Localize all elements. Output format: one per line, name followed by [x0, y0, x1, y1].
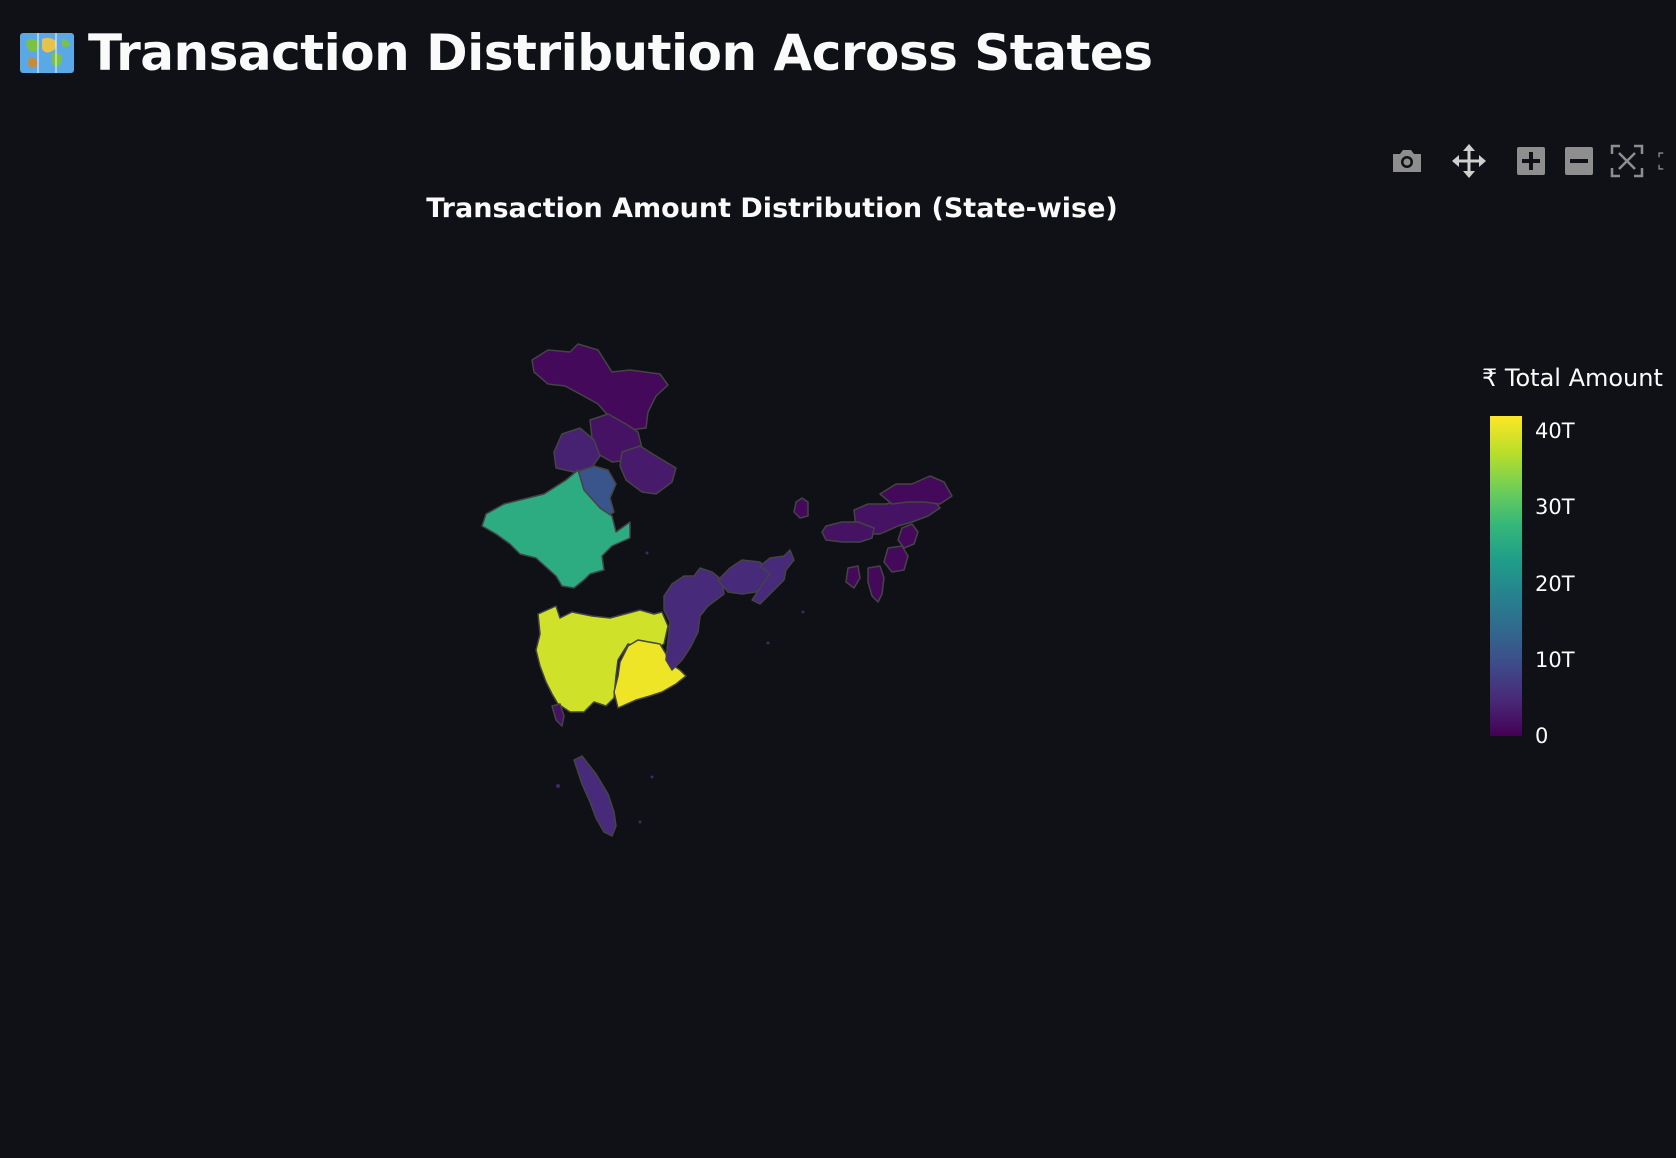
state-west-bengal[interactable]	[751, 549, 795, 605]
download-png-button[interactable]	[1390, 144, 1424, 178]
zoom-out-button[interactable]	[1562, 144, 1596, 178]
map-dot	[638, 820, 642, 824]
chart-title: Transaction Amount Distribution (State-w…	[426, 193, 1118, 224]
autoscale-icon	[1610, 144, 1644, 178]
zoom-in-button[interactable]	[1514, 144, 1548, 178]
state-tripura[interactable]	[845, 565, 861, 589]
state-mizoram[interactable]	[867, 565, 885, 603]
colorbar-tick-label: 0	[1535, 724, 1549, 748]
state-rajasthan[interactable]	[481, 469, 631, 589]
pan-button[interactable]	[1452, 144, 1486, 178]
colorbar-tick-label: 10T	[1535, 647, 1575, 672]
state-nagaland[interactable]	[897, 523, 919, 549]
colorbar	[1490, 416, 1522, 736]
map-dot	[645, 551, 649, 555]
colorbar-tick-label: 30T	[1535, 495, 1575, 520]
map-dot	[801, 610, 805, 614]
state-uttarakhand[interactable]	[619, 445, 677, 495]
state-manipur[interactable]	[883, 545, 909, 573]
zoom-out-icon	[1565, 147, 1593, 175]
state-meghalaya[interactable]	[821, 521, 875, 543]
page-heading: Transaction Distribution Across States	[18, 24, 1153, 82]
autoscale-button[interactable]	[1610, 144, 1644, 178]
map-dot	[556, 784, 560, 788]
map-dot	[766, 641, 770, 645]
colorbar-title: ₹ Total Amount	[1482, 364, 1663, 392]
state-telangana[interactable]	[613, 639, 687, 709]
state-maharashtra[interactable]	[535, 605, 669, 713]
state-sikkim[interactable]	[793, 497, 809, 519]
colorbar-tick-label: 20T	[1535, 571, 1575, 596]
state-arunachal-pradesh[interactable]	[879, 475, 953, 505]
camera-icon	[1393, 150, 1421, 172]
zoom-in-icon	[1517, 147, 1545, 175]
state-goa[interactable]	[551, 703, 565, 727]
state-kerala[interactable]	[573, 755, 617, 837]
colorbar-tick-label: 40T	[1535, 419, 1575, 444]
chart-modebar	[1376, 144, 1676, 178]
reset-button[interactable]	[1658, 144, 1676, 178]
page-title: Transaction Distribution Across States	[88, 24, 1153, 82]
pan-icon	[1452, 144, 1486, 178]
state-odisha[interactable]	[663, 567, 725, 671]
state-jammu-kashmir[interactable]	[531, 343, 669, 431]
map-dot	[650, 775, 654, 779]
reset-icon	[1658, 152, 1664, 170]
world-map-icon	[20, 33, 74, 73]
